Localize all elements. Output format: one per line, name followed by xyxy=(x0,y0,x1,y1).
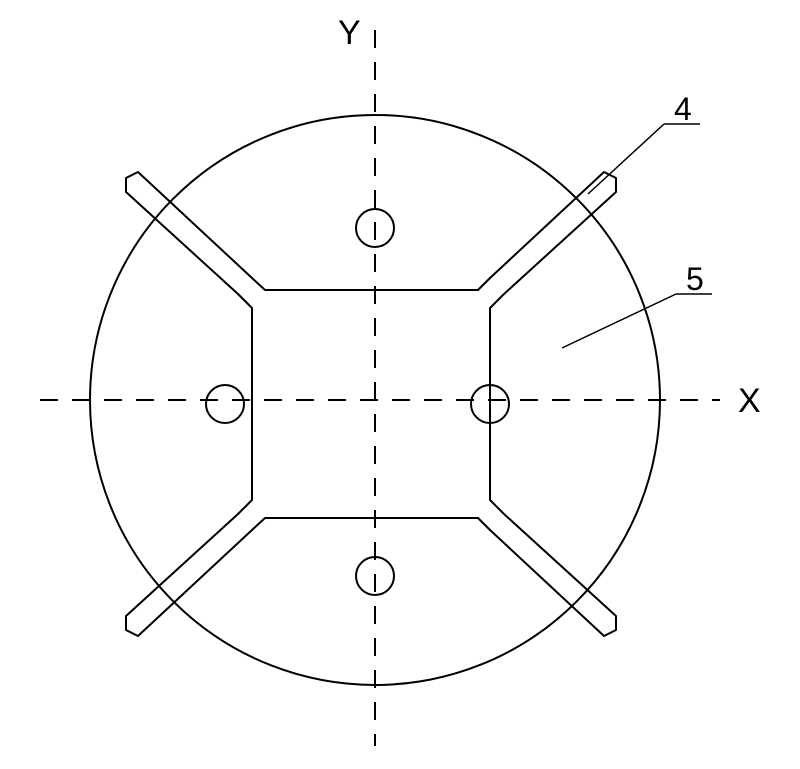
label-five: 5 xyxy=(686,261,704,297)
axis-y-label: Y xyxy=(338,14,361,52)
diagram-root: Y X 4 5 xyxy=(0,0,800,769)
axis-x-label: X xyxy=(738,382,761,420)
label-four: 4 xyxy=(674,91,692,127)
